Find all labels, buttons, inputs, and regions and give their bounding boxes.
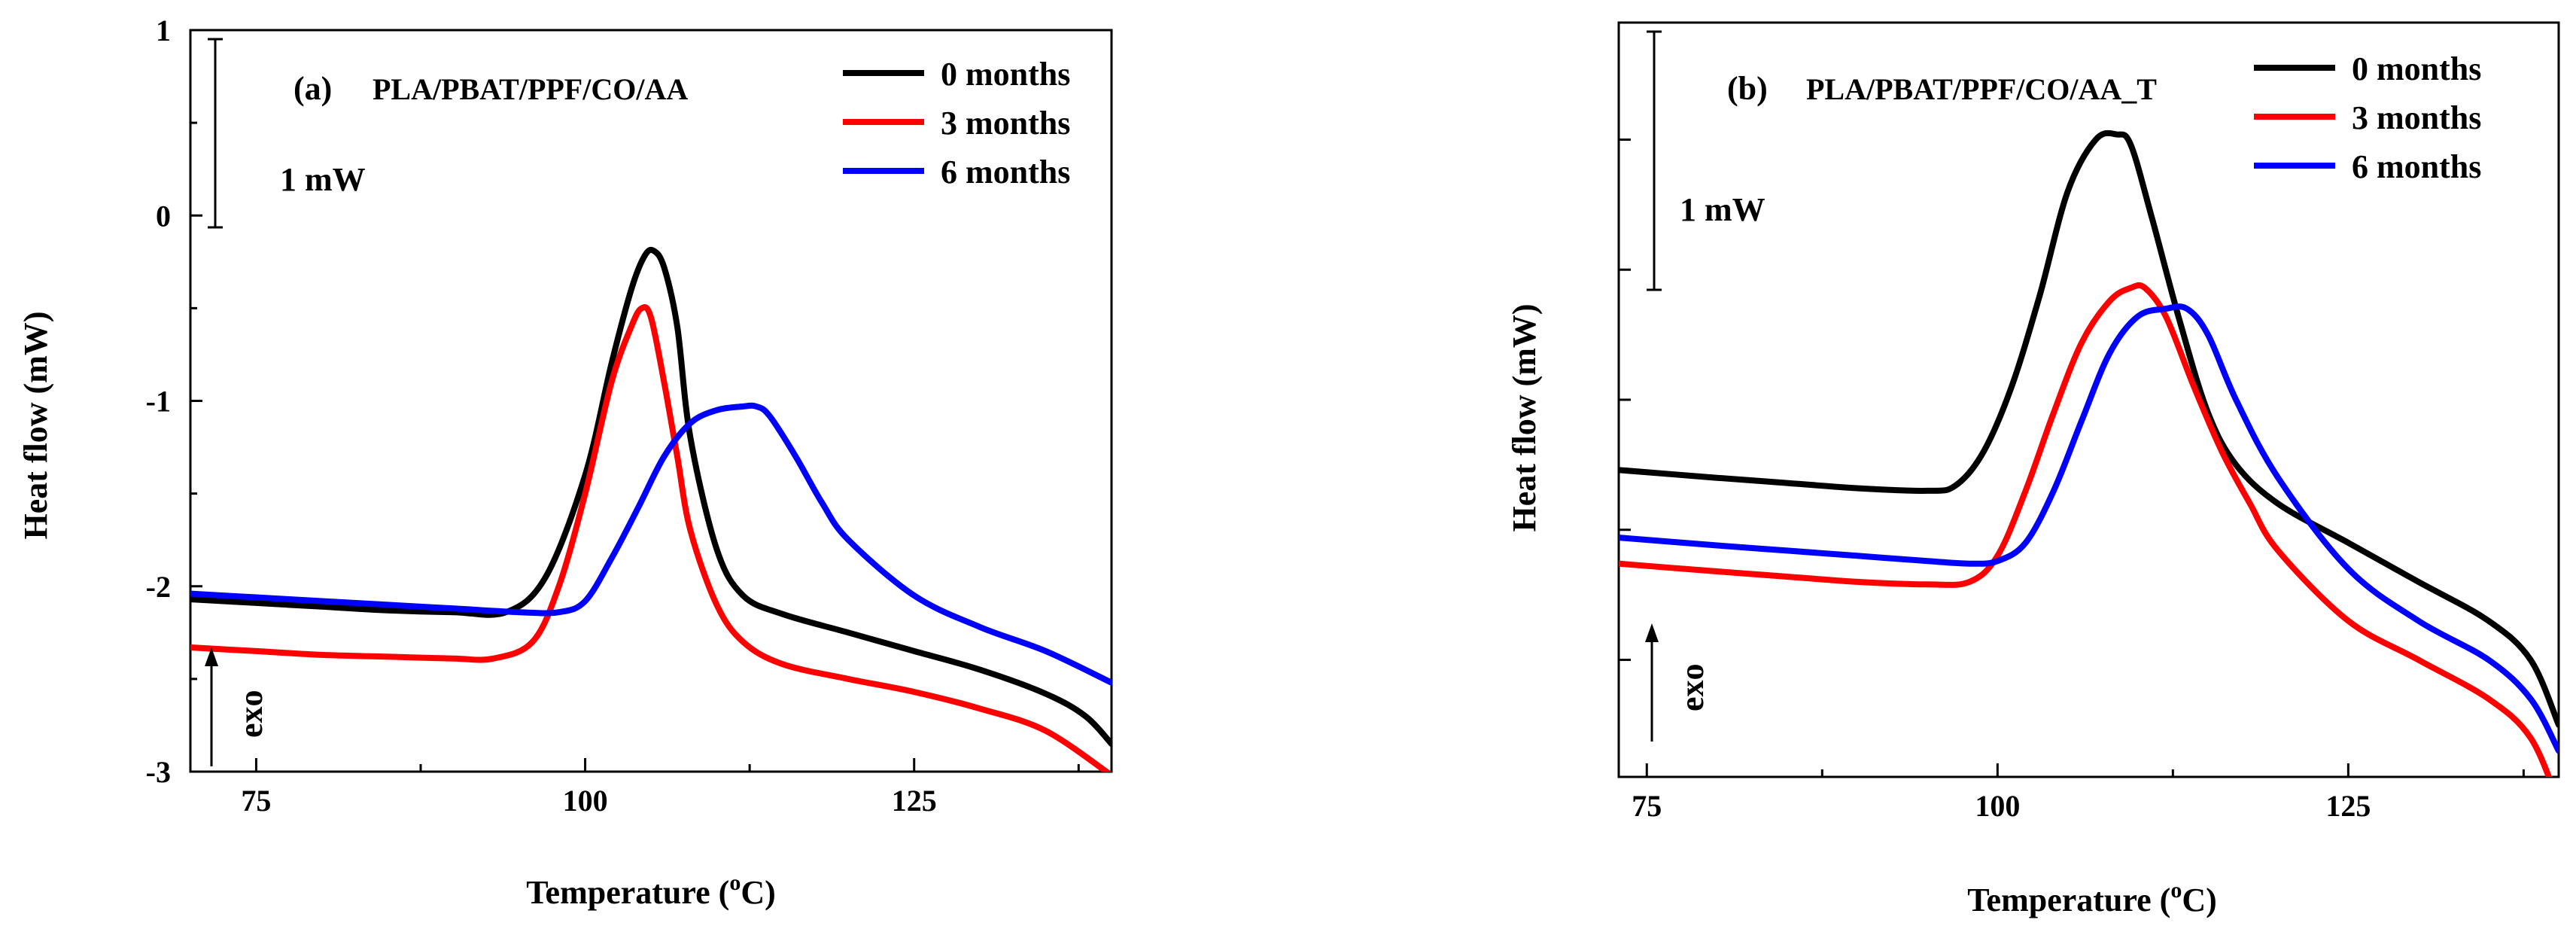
series-line-b-1	[1619, 282, 2553, 777]
exo-label-a: exo	[233, 690, 269, 738]
chart-panel-a: 75 100 125-3-2-101 (a) PLA/PBAT/PPF/CO/AA …	[17, 14, 1113, 911]
legend-label-b-1: 3 months	[2352, 99, 2481, 136]
panel-label-b: (b)	[1727, 70, 1768, 107]
y-tick-label-a-1: -2	[146, 570, 171, 604]
xlabel-b-sup: o	[2170, 878, 2182, 903]
scale-bar-label-a: 1 mW	[280, 161, 366, 198]
legend-label-a-0: 0 months	[941, 56, 1070, 93]
x-tick-label-b-2: 125	[2325, 789, 2371, 823]
series-line-b-2	[1619, 303, 2559, 754]
xlabel-a-sup: o	[729, 870, 741, 895]
legend-a: 0 months 3 months 6 months	[843, 56, 1070, 190]
series-line-a-2	[190, 402, 1112, 686]
xlabel-b-unit: C)	[2182, 882, 2216, 918]
y-tick-label-a-4: 1	[156, 14, 171, 47]
legend-label-a-2: 6 months	[941, 154, 1070, 190]
ylabel-a: Heat flow (mW)	[17, 311, 54, 539]
exo-arrowhead-a	[205, 647, 218, 666]
x-tick-label-b-0: 75	[1632, 789, 1662, 823]
panel-label-a: (a)	[293, 70, 332, 107]
exo-arrowhead-b	[1645, 623, 1659, 642]
series-line-a-0	[190, 246, 1112, 748]
series-group-b	[1619, 129, 2559, 777]
series-group-a	[190, 246, 1112, 772]
y-tick-label-a-2: -1	[146, 385, 171, 419]
x-tick-label-a-1: 100	[563, 784, 608, 818]
legend-label-b-2: 6 months	[2352, 148, 2481, 185]
xlabel-a-unit: C)	[741, 874, 775, 911]
chart-panel-b: 75 100 125 (b) PLA/PBAT/PPF/CO/AA_T 1 mW e…	[1506, 21, 2560, 918]
legend-label-b-0: 0 months	[2352, 50, 2481, 87]
legend-label-a-1: 3 months	[941, 105, 1070, 142]
y-tick-label-a-0: -3	[146, 755, 171, 789]
x-tick-label-a-2: 125	[892, 784, 937, 818]
axis-ticks-a: 75 100 125 -3 -2 -1 0 1	[146, 14, 1080, 818]
y-tick-label-a-3: 0	[156, 199, 171, 233]
series-line-b-0	[1619, 129, 2559, 728]
xlabel-b: Temperature (oC)	[1967, 878, 2217, 918]
scale-bar-label-b: 1 mW	[1680, 191, 1765, 228]
panel-title-b: PLA/PBAT/PPF/CO/AA_T	[1806, 72, 2157, 106]
x-tick-label-a-0: 75	[241, 784, 271, 818]
legend-b: 0 months 3 months 6 months	[2254, 50, 2481, 185]
series-line-a-1	[190, 304, 1112, 772]
xlabel-b-main: Temperature (	[1967, 882, 2170, 918]
xlabel-a: Temperature (oC)	[526, 870, 776, 911]
ylabel-b: Heat flow (mW)	[1506, 303, 1543, 531]
panel-title-a: PLA/PBAT/PPF/CO/AA	[373, 72, 688, 106]
xlabel-a-main: Temperature (	[526, 874, 729, 911]
x-tick-label-b-1: 100	[1975, 789, 2020, 823]
axis-ticks-b: 75 100 125	[1619, 138, 2525, 823]
exo-label-b: exo	[1674, 663, 1711, 711]
